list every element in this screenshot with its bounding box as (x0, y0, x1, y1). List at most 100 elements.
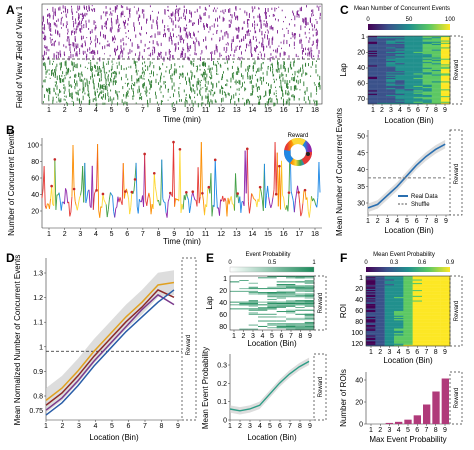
raster-event-fov2 (211, 74, 213, 79)
raster-event-fov1 (118, 25, 120, 29)
raster-event-fov2 (76, 80, 78, 85)
raster-event-fov1 (244, 49, 246, 52)
raster-event-fov1 (282, 28, 284, 30)
raster-event-fov2 (243, 102, 245, 106)
raster-event-fov1 (134, 26, 135, 32)
roi-cell (403, 283, 413, 285)
raster-event-fov2 (115, 90, 117, 94)
roi-cell (403, 298, 413, 300)
raster-event-fov1 (176, 5, 177, 8)
raster-event-fov2 (185, 98, 187, 102)
raster-event-fov1 (227, 33, 229, 39)
raster-event-fov1 (211, 51, 213, 54)
raster-event-fov2 (48, 99, 50, 102)
raster-event-fov1 (49, 28, 51, 32)
raster-event-fov1 (76, 51, 78, 56)
trace-segment (60, 202, 63, 211)
heat-cell (413, 96, 423, 98)
heat-cell (386, 39, 396, 41)
raster-event-fov2 (261, 77, 263, 80)
trace-segment (84, 162, 87, 204)
raster-event-fov2 (251, 84, 253, 90)
raster-event-fov1 (57, 52, 59, 56)
roi-cell (412, 319, 423, 321)
heat-cell (377, 70, 387, 72)
panel-e-line-y-tick-label: 0.1 (217, 399, 227, 406)
heat-cell (413, 76, 423, 79)
raster-event-fov1 (172, 20, 174, 26)
raster-event-fov1 (46, 47, 48, 52)
trace-segment (213, 159, 216, 207)
raster-event-fov1 (86, 37, 88, 39)
heat-cell (413, 94, 423, 97)
heat-cell (386, 79, 396, 81)
roi-cell (375, 291, 385, 293)
heat-cell (413, 56, 423, 58)
raster-event-fov1 (225, 31, 227, 33)
roi-cell (431, 320, 441, 322)
raster-event-fov2 (285, 83, 287, 88)
raster-event-fov1 (254, 20, 255, 23)
raster-event-fov1 (304, 31, 306, 35)
heat-cell (386, 93, 396, 96)
raster-event-fov2 (140, 92, 142, 95)
raster-event-fov1 (214, 50, 216, 55)
roi-cell (394, 323, 404, 326)
raster-event-fov2 (252, 89, 254, 93)
raster-event-fov1 (127, 30, 129, 32)
raster-event-fov1 (56, 51, 58, 54)
raster-event-fov1 (97, 38, 98, 44)
panel-f-colorbar-title: Mean Event Probability (373, 252, 435, 258)
raster-event-fov1 (165, 33, 166, 38)
raster-event-fov2 (170, 68, 172, 70)
trace-segment (316, 197, 319, 208)
raster-event-fov1 (305, 17, 307, 20)
roi-cell (403, 287, 413, 290)
heat-cell (368, 54, 378, 56)
raster-event-fov1 (275, 49, 277, 53)
trace-segment (77, 198, 80, 205)
panel-c-line-x-tick-label: 8 (434, 218, 438, 225)
heat-cell (368, 68, 378, 71)
raster-event-fov1 (75, 45, 77, 48)
roi-cell (422, 283, 432, 285)
raster-event-fov1 (122, 37, 124, 42)
panel-e-line-ylabel: Mean Event Probability (201, 347, 210, 429)
raster-event-fov2 (91, 68, 93, 72)
roi-cell (422, 319, 432, 321)
trace-segment (248, 205, 251, 214)
raster-event-fov1 (196, 8, 198, 13)
panel-e-line-reward-label: Reward (318, 377, 324, 398)
panel-d-y-tick-label: 1 (39, 344, 43, 351)
raster-event-fov2 (61, 74, 63, 77)
panel-b-y-tick-label: 40 (31, 192, 39, 199)
raster-event-fov1 (81, 25, 83, 30)
raster-event-fov1 (164, 32, 166, 36)
heat-cell (422, 85, 432, 88)
roi-cell (412, 323, 423, 326)
heat-cell (386, 66, 396, 68)
raster-event-fov2 (309, 99, 311, 105)
raster-event-fov1 (203, 23, 205, 28)
panel-f-hist-reward-label: Reward (454, 388, 460, 409)
trace-segment (318, 161, 321, 193)
raster-event-fov2 (153, 71, 154, 77)
heat-cell (377, 59, 387, 62)
roi-cell (394, 330, 404, 333)
panel-b-ylabel: Number of Concurrent Events (7, 130, 16, 236)
raster-event-fov2 (293, 60, 295, 64)
raster-event-fov2 (214, 99, 216, 103)
raster-event-fov2 (221, 90, 223, 95)
heat-cell (440, 71, 451, 73)
roi-cell (422, 315, 432, 318)
raster-event-fov1 (66, 23, 68, 26)
trace-segment (161, 159, 164, 199)
roi-cell (375, 343, 385, 346)
raster-event-fov2 (55, 96, 57, 99)
raster-event-fov2 (69, 84, 71, 87)
raster-event-fov2 (68, 80, 70, 86)
heat-cell (377, 101, 387, 104)
raster-event-fov2 (231, 72, 233, 78)
raster-event-fov2 (199, 68, 201, 71)
